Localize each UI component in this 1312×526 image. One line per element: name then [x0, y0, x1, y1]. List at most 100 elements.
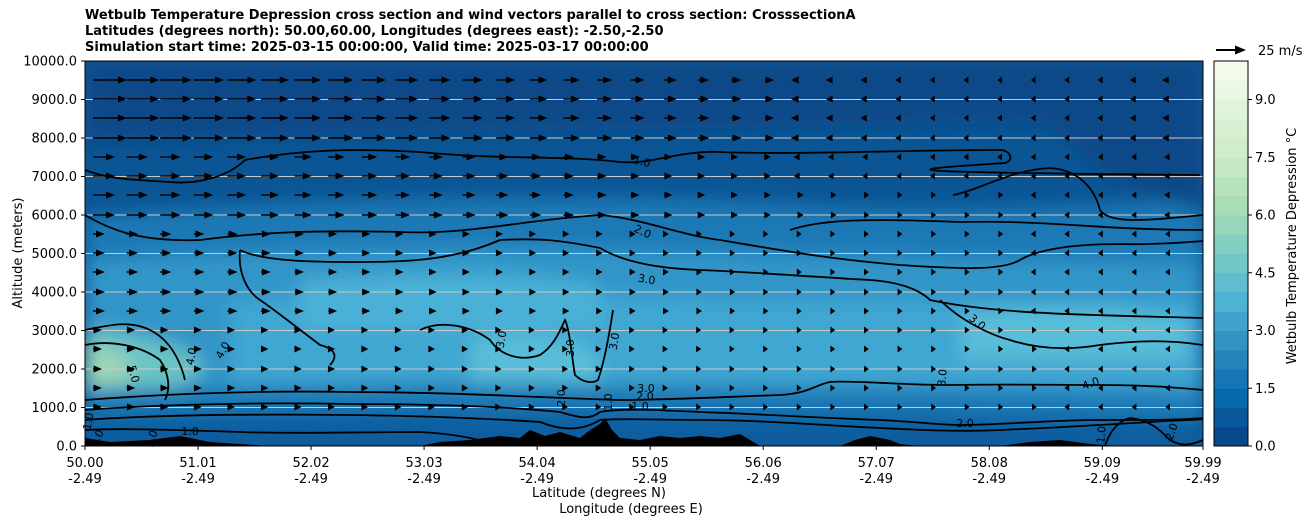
wind-vector-head — [763, 230, 769, 238]
wind-vector-head — [328, 230, 338, 238]
wind-vector-head — [361, 384, 369, 392]
wind-vector-head — [1131, 153, 1137, 161]
wind-vector-head — [93, 384, 102, 392]
wind-vector-head — [106, 172, 115, 180]
wind-vector-head — [462, 288, 470, 296]
wind-vector-head — [631, 153, 640, 161]
wind-vector-head — [344, 114, 354, 122]
colorbar-band — [1214, 272, 1248, 293]
wind-vector-head — [361, 365, 369, 373]
x-axis-label: Latitude (degrees N) — [532, 486, 666, 501]
wind-vector-head — [629, 384, 635, 392]
x-tick-label-lat: 56.06 — [745, 456, 782, 471]
wind-vector-head — [765, 134, 774, 142]
x-tick-label-lon: -2.49 — [746, 472, 780, 487]
wind-vector-head — [963, 172, 969, 180]
wind-vector-head — [1098, 345, 1103, 353]
colorbar-band — [1214, 388, 1248, 408]
wind-vector-head — [696, 230, 702, 238]
colorbar-tick-label: 7.5 — [1255, 151, 1276, 166]
wind-vector-head — [731, 211, 738, 219]
wind-vector-head — [1165, 345, 1170, 353]
wind-vector-head — [162, 230, 172, 238]
wind-vector-head — [729, 345, 735, 353]
wind-vector-head — [495, 288, 503, 296]
wind-vector-head — [662, 326, 668, 334]
wind-vector-head — [495, 403, 502, 411]
wind-vector-head — [194, 403, 202, 411]
wind-vector-head — [700, 76, 710, 84]
colorbar-band — [1214, 253, 1248, 274]
contour-label: 3.0 — [637, 272, 656, 288]
wind-vector-head — [895, 134, 901, 142]
contour-label: 1.0 — [143, 428, 161, 449]
wind-vector-head — [931, 191, 936, 199]
wind-vector-head — [335, 153, 345, 161]
x-tick-label-lon: -2.49 — [294, 472, 328, 487]
wind-vector-head — [376, 114, 386, 122]
wind-vector-head — [532, 153, 542, 161]
contour-1-bottom — [85, 428, 501, 446]
colorbar-tick-label: 4.5 — [1255, 266, 1276, 281]
wind-vector-head — [228, 288, 238, 296]
wind-vector-head — [790, 134, 799, 142]
wind-vector-head — [499, 211, 509, 219]
wind-vector-head — [466, 211, 476, 219]
colorbar-band — [1214, 61, 1248, 81]
wind-vector-head — [629, 365, 635, 373]
wind-vector-head — [182, 95, 192, 103]
wind-vector-head — [603, 114, 613, 122]
wind-vector-head — [361, 403, 369, 411]
wind-vector-head — [635, 114, 645, 122]
wind-vector-head — [629, 345, 635, 353]
wind-vector-head — [864, 288, 869, 296]
wind-vector-head — [1131, 249, 1137, 257]
wind-vector-head — [830, 249, 836, 257]
wind-vector-head — [964, 326, 970, 334]
wind-vector-head — [182, 76, 192, 84]
wind-vector-head — [1098, 191, 1103, 199]
wind-vector-head — [1164, 153, 1170, 161]
y-axis: 0.0 1000.0 2000.0 3000.0 4000.0 5000.0 6000.0 7… — [23, 55, 85, 455]
wind-vector-head — [596, 268, 603, 276]
wind-vector-head — [1064, 288, 1070, 296]
wind-vector-head — [998, 365, 1004, 373]
wind-vector-head — [1098, 403, 1103, 411]
wind-vector-head — [1162, 114, 1169, 122]
contour-label: 2.0 — [1163, 421, 1181, 442]
wind-vector-head — [1030, 249, 1036, 257]
wind-vector-head — [931, 288, 936, 296]
wind-vector-head — [1165, 326, 1170, 334]
wind-vector-head — [93, 345, 102, 353]
wind-vector-head — [1032, 384, 1037, 392]
wind-vector-head — [1097, 76, 1103, 84]
wind-vector-head — [731, 153, 738, 161]
wind-vector-head — [931, 345, 936, 353]
wind-vector-head — [997, 114, 1002, 122]
wind-vector-head — [195, 249, 205, 257]
wind-vector-head — [631, 211, 640, 219]
x-axis-label-secondary: Longitude (degrees E) — [559, 502, 703, 517]
wind-vector-head — [194, 326, 202, 334]
contour-label: 1.0 — [181, 425, 199, 438]
wind-vector-head — [998, 268, 1004, 276]
wind-vector-head — [825, 114, 833, 122]
wind-vector-head — [96, 307, 105, 315]
contour-2-low — [85, 402, 1203, 426]
wind-vector-head — [295, 230, 304, 238]
contour-label: 2.0 — [555, 389, 568, 407]
wind-vector-head — [825, 95, 833, 103]
y-tick-label: 10000.0 — [23, 55, 77, 70]
wind-vector-head — [565, 191, 575, 199]
wind-vector-head — [603, 134, 613, 142]
wind-vector-head — [461, 403, 469, 411]
wind-vector-head — [247, 134, 257, 142]
wind-vector-head — [127, 403, 136, 411]
wind-vector-head — [328, 288, 338, 296]
wind-vector-head — [368, 211, 378, 219]
wind-vector-head — [1131, 191, 1137, 199]
wind-vector-head — [596, 288, 603, 296]
wind-vector-head — [429, 288, 437, 296]
colorbar-band — [1214, 118, 1248, 139]
wind-vector-head — [495, 365, 502, 373]
